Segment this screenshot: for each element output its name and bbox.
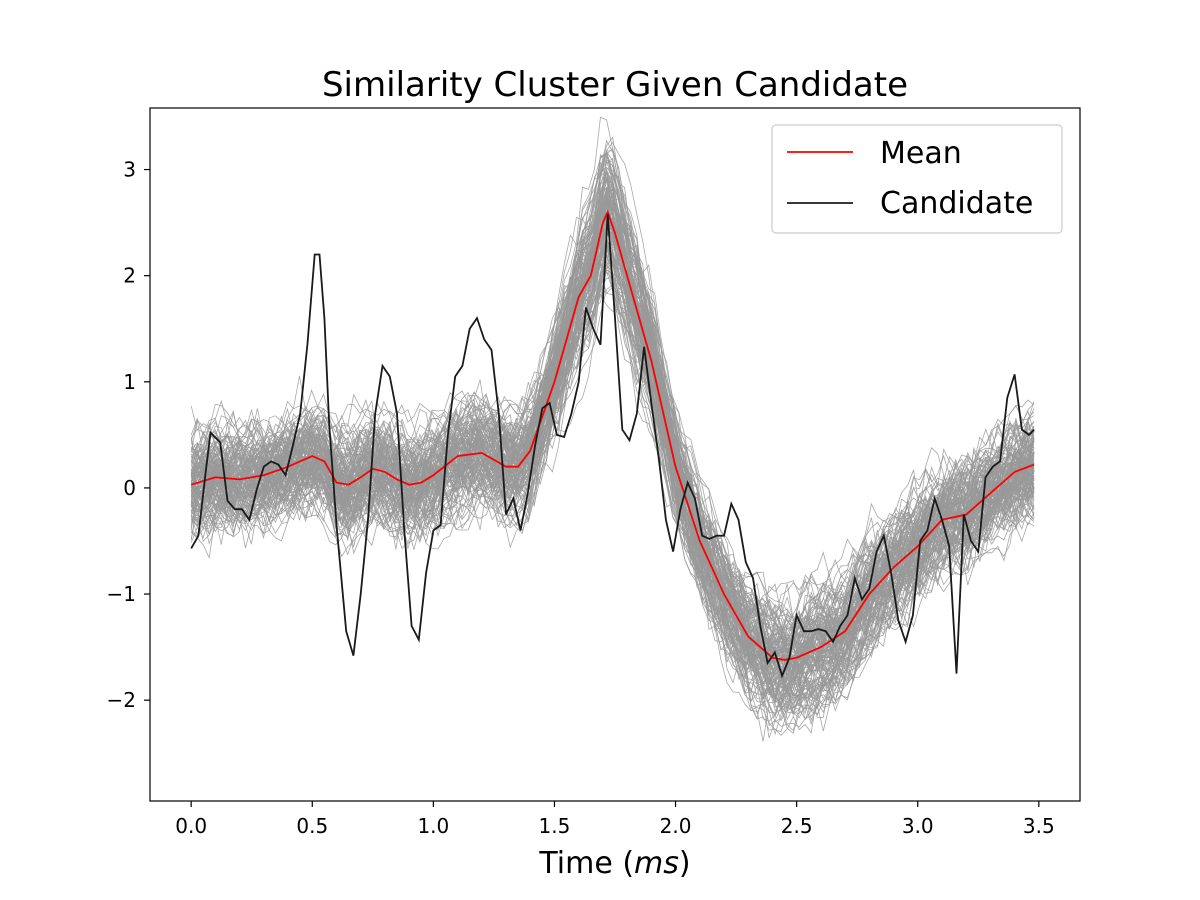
x-axis: 0.0 0.5 1.0 1.5 2.0 2.5 3.0 3.5 (175, 801, 1055, 838)
legend: Mean Candidate (771, 124, 1063, 234)
cluster-trace (190, 136, 1035, 642)
legend-mean-label: Mean (880, 136, 962, 171)
x-axis-label-prefix: Time ( (538, 846, 634, 881)
y-tick-label: 2 (123, 264, 136, 288)
chart-title: Similarity Cluster Given Candidate (322, 65, 908, 105)
cluster-trace (190, 200, 1035, 721)
cluster-trace (190, 236, 1035, 665)
cluster-trace (190, 196, 1035, 686)
y-axis: −2 −1 0 1 2 3 (107, 158, 150, 712)
x-tick-label: 3.0 (902, 814, 934, 838)
x-axis-label-suffix: ) (679, 846, 691, 881)
cluster-trace (190, 173, 1035, 713)
plot-area-frame (149, 107, 1081, 802)
y-tick-label: 0 (123, 476, 136, 500)
x-axis-label-unit: ms (634, 846, 679, 881)
cluster-trace (190, 187, 1035, 617)
cluster-trace (190, 169, 1035, 714)
x-tick-label: 0.5 (296, 814, 328, 838)
y-tick-label: −1 (107, 582, 136, 606)
series-layer (190, 209, 1035, 679)
x-axis-label: Time (ms) (538, 846, 690, 881)
candidate-line (190, 214, 1035, 679)
x-tick-label: 1.5 (539, 814, 571, 838)
x-tick-label: 1.0 (417, 814, 449, 838)
legend-candidate-label: Candidate (880, 186, 1033, 221)
cluster-trace (190, 243, 1035, 677)
x-tick-label: 3.5 (1023, 814, 1055, 838)
x-tick-label: 0.0 (175, 814, 207, 838)
x-tick-label: 2.5 (781, 814, 813, 838)
cluster-trace (190, 187, 1035, 636)
cluster-trace (191, 197, 1035, 669)
mean-line (190, 209, 1035, 661)
cluster-trace (191, 203, 1035, 721)
cluster-trace (190, 179, 1035, 622)
y-tick-label: −2 (107, 688, 136, 712)
y-tick-label: 3 (123, 158, 136, 182)
x-tick-label: 2.0 (660, 814, 692, 838)
y-tick-label: 1 (123, 370, 136, 394)
